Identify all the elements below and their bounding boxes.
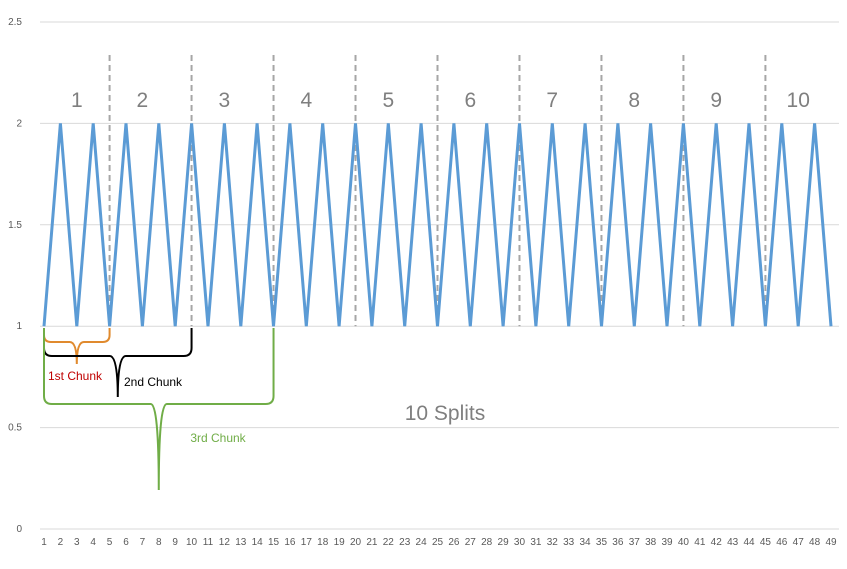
x-tick-label: 42 <box>711 537 723 548</box>
y-tick-label: 0.5 <box>8 423 22 434</box>
x-tick-label: 29 <box>498 537 510 548</box>
x-tick-label: 10 <box>186 537 198 548</box>
split-label: 5 <box>382 89 394 112</box>
x-tick-label: 46 <box>776 537 788 548</box>
y-tick-label: 1.5 <box>8 220 22 231</box>
split-label: 2 <box>137 89 149 112</box>
x-tick-label: 9 <box>172 537 178 548</box>
split-label: 6 <box>464 89 476 112</box>
x-tick-label: 22 <box>383 537 395 548</box>
y-tick-label: 2.5 <box>8 17 22 28</box>
chunk-bracket <box>43 328 111 365</box>
x-tick-label: 26 <box>448 537 460 548</box>
chunk-label: 2nd Chunk <box>124 375 183 389</box>
x-tick-label: 14 <box>252 537 264 548</box>
chunk-label: 3rd Chunk <box>190 431 246 445</box>
x-tick-label: 13 <box>235 537 247 548</box>
x-tick-label: 33 <box>563 537 575 548</box>
x-tick-label: 17 <box>301 537 313 548</box>
x-tick-label: 24 <box>416 537 428 548</box>
x-tick-label: 1 <box>41 537 47 548</box>
x-tick-label: 12 <box>219 537 231 548</box>
x-tick-label: 30 <box>514 537 526 548</box>
x-tick-label: 8 <box>156 537 162 548</box>
x-tick-label: 43 <box>727 537 739 548</box>
x-tick-label: 47 <box>793 537 805 548</box>
split-label: 10 <box>787 89 810 112</box>
x-tick-label: 19 <box>334 537 346 548</box>
x-tick-label: 16 <box>284 537 296 548</box>
x-tick-label: 32 <box>547 537 559 548</box>
y-tick-label: 0 <box>16 524 22 535</box>
x-tick-label: 3 <box>74 537 80 548</box>
x-tick-label: 38 <box>645 537 657 548</box>
x-tick-label: 20 <box>350 537 362 548</box>
series-layer <box>42 123 833 327</box>
split-label: 1 <box>71 89 83 112</box>
y-tick-label: 1 <box>16 321 22 332</box>
x-tick-label: 37 <box>629 537 641 548</box>
x-tick-label: 6 <box>123 537 129 548</box>
x-tick-label: 21 <box>366 537 378 548</box>
chunk-bracket <box>43 328 193 398</box>
x-tick-label: 2 <box>58 537 64 548</box>
x-tick-label: 36 <box>612 537 624 548</box>
y-axis: 0 0.5 1 1.5 2 2.5 <box>8 17 22 535</box>
series-line <box>42 123 833 327</box>
x-tick-label: 31 <box>530 537 542 548</box>
chunk-label: 1st Chunk <box>48 369 103 383</box>
x-tick-label: 48 <box>809 537 821 548</box>
split-label: 7 <box>546 89 558 112</box>
x-tick-label: 41 <box>694 537 706 548</box>
y-tick-label: 2 <box>16 118 22 129</box>
x-tick-label: 7 <box>140 537 146 548</box>
split-boundaries: 1 2 3 4 5 6 7 8 9 10 <box>71 55 810 327</box>
x-tick-label: 39 <box>661 537 673 548</box>
split-label: 3 <box>219 89 231 112</box>
x-tick-label: 15 <box>268 537 280 548</box>
chunk-brackets: 1st Chunk 2nd Chunk 3rd Chunk <box>43 328 275 491</box>
x-tick-label: 11 <box>203 537 214 548</box>
x-axis: 1 2 3 4 5 6 7 8 9 10 11 12 13 14 15 16 17 18 19 20 21 22 23 24 2… <box>41 537 837 548</box>
x-tick-label: 23 <box>399 537 411 548</box>
split-label: 4 <box>300 89 312 112</box>
split-label: 9 <box>710 89 722 112</box>
chunk-bracket <box>43 328 275 491</box>
x-tick-label: 18 <box>317 537 329 548</box>
x-tick-label: 40 <box>678 537 690 548</box>
x-tick-label: 44 <box>743 537 755 548</box>
x-tick-label: 49 <box>825 537 837 548</box>
x-tick-label: 45 <box>760 537 772 548</box>
x-tick-label: 4 <box>90 537 96 548</box>
split-label: 8 <box>628 89 640 112</box>
x-tick-label: 5 <box>107 537 113 548</box>
x-tick-label: 25 <box>432 537 444 548</box>
x-tick-label: 28 <box>481 537 493 548</box>
x-tick-label: 27 <box>465 537 477 548</box>
x-tick-label: 34 <box>580 537 592 548</box>
x-tick-label: 35 <box>596 537 608 548</box>
splits-annotation: 10 Splits <box>405 402 486 425</box>
grid-lines <box>40 21 839 530</box>
